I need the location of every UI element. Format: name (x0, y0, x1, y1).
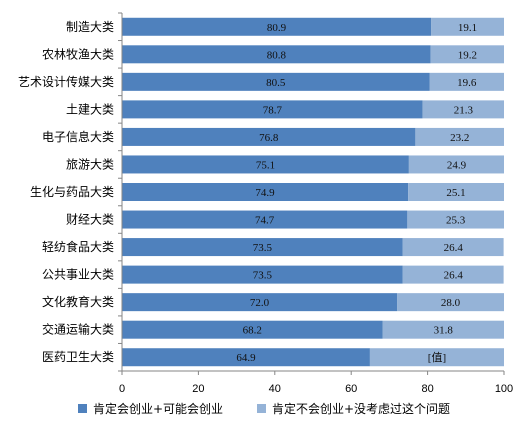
bar-segment-series-2 (402, 265, 504, 284)
category-label: 土建大类 (66, 102, 114, 116)
legend: 肯定会创业+可能会创业 肯定不会创业+没考虑过这个问题 (0, 400, 528, 417)
bar-segment-series-2 (430, 45, 504, 64)
legend-item-series-1: 肯定会创业+可能会创业 (77, 400, 223, 417)
bar-segment-series-1 (122, 45, 431, 64)
bar-segment-series-2 (429, 72, 504, 91)
bar-segment-series-2 (407, 210, 504, 229)
category-label: 文化教育大类 (42, 294, 114, 309)
data-label-series-2: 31.8 (434, 325, 454, 337)
data-label-series-1: 72.0 (250, 297, 270, 309)
bar-segment-series-2 (397, 293, 504, 312)
x-tick-label: 60 (345, 383, 357, 395)
bar-segment-series-1 (122, 210, 408, 229)
data-label-series-1: 80.8 (267, 49, 287, 61)
legend-swatch-series-2 (257, 404, 266, 413)
data-label-series-1: 75.1 (256, 159, 275, 171)
data-label-series-1: 64.9 (236, 352, 256, 364)
bar-segment-series-1 (122, 265, 403, 284)
x-tick-label: 40 (269, 383, 281, 395)
category-label: 电子信息大类 (42, 129, 114, 144)
category-label: 旅游大类 (66, 157, 114, 171)
data-label-series-2: 24.9 (447, 159, 467, 171)
data-label-series-2: 23.2 (450, 132, 469, 144)
data-label-series-1: 68.2 (243, 325, 262, 337)
bar-segment-series-1 (122, 127, 416, 146)
data-label-series-1: 74.9 (255, 187, 275, 199)
data-label-series-2: [值] (428, 351, 446, 364)
bar-segment-series-1 (122, 320, 383, 339)
x-tick-label: 0 (119, 383, 125, 395)
bar-segment-series-2 (408, 183, 504, 201)
bar-segment-series-1 (122, 100, 423, 119)
data-label-series-1: 74.7 (255, 215, 275, 227)
data-label-series-2: 19.6 (457, 77, 477, 89)
bar-segment-series-2 (415, 127, 504, 146)
data-label-series-1: 73.5 (253, 270, 273, 282)
category-label: 医药卫生大类 (42, 350, 114, 364)
data-label-series-2: 25.3 (446, 215, 466, 227)
category-label: 生化与药品大类 (30, 185, 114, 199)
category-label: 财经大类 (66, 213, 114, 227)
category-label: 公共事业大类 (42, 268, 114, 282)
legend-label-series-1: 肯定会创业+可能会创业 (92, 402, 223, 416)
category-label: 艺术设计传媒大类 (18, 74, 114, 89)
data-label-series-1: 80.5 (266, 77, 286, 89)
bar-segment-series-1 (122, 155, 409, 174)
bar-segment-series-1 (122, 293, 398, 312)
x-tick-label: 80 (421, 383, 433, 395)
bar-segment-series-2 (408, 155, 504, 174)
category-label: 轻纺食品大类 (42, 239, 114, 254)
category-label: 农林牧渔大类 (42, 47, 114, 61)
bar-segment-series-1 (122, 348, 370, 367)
data-label-series-2: 25.1 (446, 187, 465, 199)
bar-segment-series-1 (122, 238, 403, 257)
data-label-series-2: 19.2 (458, 49, 477, 61)
legend-swatch-series-1 (77, 404, 87, 413)
data-label-series-2: 26.4 (444, 242, 464, 254)
bar-segment-series-2 (422, 100, 504, 119)
data-label-series-2: 26.4 (444, 270, 464, 282)
category-label: 交通运输大类 (42, 322, 114, 337)
stacked-bar-chart: 80.9 19.1 制造大类 80.8 19.2 农林牧渔大类 80.5 19.6 艺术设计传媒… (18, 12, 513, 395)
bar-segment-series-2 (402, 238, 504, 257)
bar-segment-series-2 (382, 320, 504, 339)
data-label-series-1: 73.5 (253, 242, 273, 254)
data-label-series-1: 80.9 (267, 22, 287, 34)
legend-label-series-2: 肯定不会创业+没考虑过这个问题 (272, 402, 451, 416)
data-label-series-2: 19.1 (458, 22, 477, 34)
x-tick-label: 20 (192, 383, 204, 395)
bar-segment-series-1 (122, 183, 409, 201)
bar-segment-series-1 (122, 72, 430, 91)
data-label-series-2: 28.0 (441, 297, 461, 309)
data-label-series-1: 76.8 (259, 132, 279, 144)
bar-segment-series-2 (369, 348, 504, 367)
data-label-series-2: 21.3 (454, 104, 474, 116)
bar-segment-series-2 (431, 17, 504, 36)
x-tick-label: 100 (495, 383, 513, 395)
legend-item-series-2: 肯定不会创业+没考虑过这个问题 (257, 400, 450, 417)
data-label-series-1: 78.7 (263, 104, 283, 116)
bar-segment-series-1 (122, 17, 432, 36)
category-label: 制造大类 (66, 20, 114, 34)
